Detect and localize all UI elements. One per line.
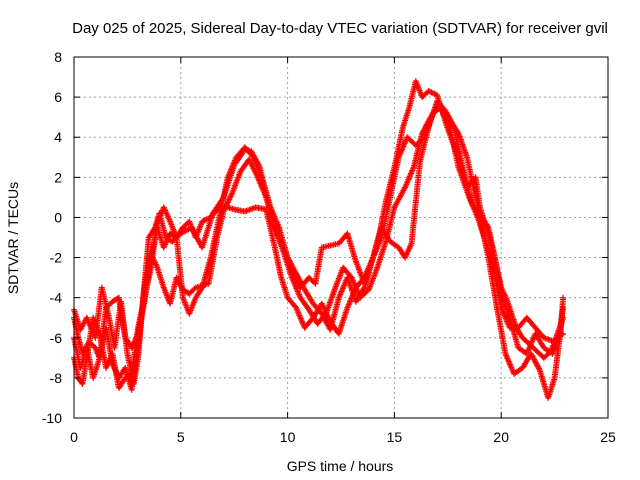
y-tick-label: 0 [54,209,62,225]
y-tick-label: 2 [54,169,62,185]
x-tick-label: 0 [70,429,78,445]
x-tick-label: 25 [600,429,616,445]
chart-title: Day 025 of 2025, Sidereal Day-to-day VTE… [72,20,608,37]
x-tick-label: 15 [387,429,403,445]
y-tick-label: -4 [50,290,63,306]
y-tick-label: -10 [42,410,62,426]
plot-frame [73,56,609,419]
x-tick-label: 20 [493,429,509,445]
y-tick-label: -6 [50,330,63,346]
data-points [71,78,567,401]
y-tick-label: 6 [54,89,62,105]
data-point-marks [71,104,567,381]
axis-ticks: 0 5 10 15 20 25 -10 -8 -6 -4 -2 0 2 4 6 8 [42,49,616,445]
y-tick-label: -8 [50,370,63,386]
x-tick-label: 10 [280,429,296,445]
y-tick-label: -2 [50,250,63,266]
series-track-4 [71,104,567,381]
x-tick-label: 5 [177,429,185,445]
y-axis-title: SDTVAR / TECUs [5,182,21,294]
x-axis-title: GPS time / hours [287,458,394,474]
y-tick-label: 4 [54,129,62,145]
y-tick-label: 8 [54,49,62,65]
